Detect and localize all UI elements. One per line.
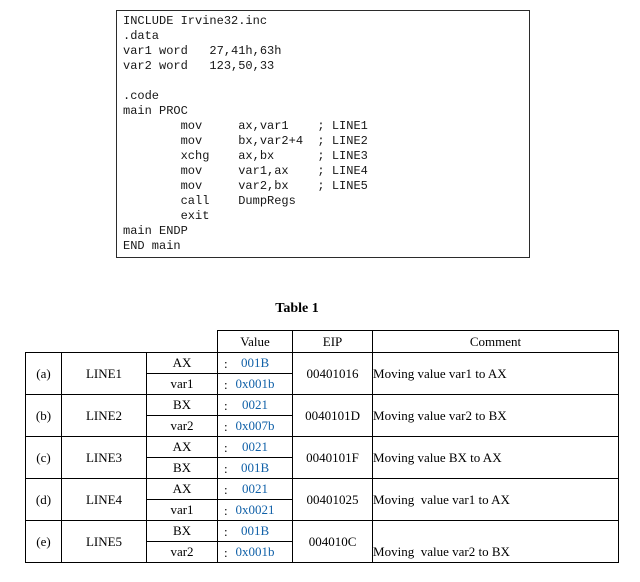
register-name: BX: [145, 457, 219, 479]
register-name: BX: [145, 520, 219, 542]
register-value-cell: : 0021: [217, 478, 294, 500]
colon-separator: :: [224, 461, 228, 476]
table-row: (d) LINE4 AX : 0021 00401025 Moving valu…: [25, 478, 620, 521]
row-letter: (a): [25, 352, 62, 395]
comment-cell: Moving value var2 to BX: [372, 520, 620, 563]
variable-value-cell: : 0x007b: [217, 415, 294, 437]
colon-separator: :: [224, 503, 228, 518]
colon-separator: :: [224, 377, 228, 392]
variable-value-cell: : 0x001b: [217, 373, 294, 395]
colon-separator: :: [224, 440, 228, 455]
table-subrow: BX : 001B: [26, 457, 619, 479]
table-subrow: var1 : 0x0021: [26, 499, 619, 521]
eip-value: 0040101F: [292, 436, 374, 479]
header-value: Value: [217, 330, 294, 353]
row-line-label: LINE2: [61, 394, 147, 437]
register-value-cell: : 0021: [217, 394, 294, 416]
register-value-cell: : 001B: [217, 457, 294, 479]
value-text: 0021: [242, 481, 269, 496]
table-row: (a) LINE1 AX : 001B 00401016 Moving valu…: [25, 352, 620, 395]
comment-cell: Moving value var1 to AX: [372, 352, 620, 395]
colon-separator: :: [224, 419, 228, 434]
register-name: BX: [145, 394, 219, 416]
value-text: 0x0021: [235, 502, 275, 517]
comment-cell: Moving value var1 to AX: [372, 478, 620, 521]
register-name: AX: [145, 352, 219, 374]
variable-name: var2: [145, 415, 219, 437]
value-text: 0x001b: [235, 544, 275, 559]
value-text: 0x001b: [235, 376, 275, 391]
variable-name: var2: [145, 541, 219, 563]
eip-value: 004010C: [292, 520, 374, 563]
row-line-label: LINE5: [61, 520, 147, 563]
row-line-label: LINE4: [61, 478, 147, 521]
colon-separator: :: [224, 545, 228, 560]
colon-separator: :: [224, 524, 228, 539]
row-letter: (c): [25, 436, 62, 479]
code-listing: INCLUDE Irvine32.inc .data var1 word 27,…: [116, 10, 530, 258]
register-value-cell: : 001B: [217, 352, 294, 374]
eip-value: 0040101D: [292, 394, 374, 437]
value-text: 0021: [242, 397, 269, 412]
colon-separator: :: [224, 482, 228, 497]
colon-separator: :: [224, 356, 228, 371]
results-table: Value EIP Comment (a) LINE1 AX : 001B 00…: [25, 330, 620, 563]
header-eip: EIP: [292, 330, 374, 353]
row-line-label: LINE3: [61, 436, 147, 479]
variable-value-cell: : 0x001b: [217, 541, 294, 563]
row-line-label: LINE1: [61, 352, 147, 395]
register-value-cell: : 0021: [217, 436, 294, 458]
value-text: 001B: [240, 355, 270, 370]
value-text: 001B: [240, 460, 270, 475]
eip-value: 00401025: [292, 478, 374, 521]
register-name: AX: [145, 478, 219, 500]
colon-separator: :: [224, 398, 228, 413]
table-row: (e) LINE5 BX : 001B 004010C Moving value…: [25, 520, 620, 563]
header-empty-cell: [26, 331, 218, 353]
header-comment: Comment: [372, 330, 620, 353]
table-row: (b) LINE2 BX : 0021 0040101D Moving valu…: [25, 394, 620, 437]
table-subrow: var2 : 0x001b: [26, 541, 619, 563]
table-subrow: var2 : 0x007b: [26, 415, 619, 437]
table-title: Table 1: [275, 301, 319, 316]
eip-value: 00401016: [292, 352, 374, 395]
variable-name: var1: [145, 373, 219, 395]
comment-cell: Moving value BX to AX: [372, 436, 620, 479]
variable-name: var1: [145, 499, 219, 521]
value-text: 0021: [242, 439, 269, 454]
value-text: 001B: [240, 523, 270, 538]
variable-value-cell: : 0x0021: [217, 499, 294, 521]
row-letter: (d): [25, 478, 62, 521]
value-text: 0x007b: [235, 418, 275, 433]
table-row: (c) LINE3 AX : 0021 0040101F Moving valu…: [25, 436, 620, 479]
register-name: AX: [145, 436, 219, 458]
comment-cell: Moving value var2 to BX: [372, 394, 620, 437]
row-letter: (e): [25, 520, 62, 563]
table-header-row: Value EIP Comment: [26, 330, 620, 353]
row-letter: (b): [25, 394, 62, 437]
register-value-cell: : 001B: [217, 520, 294, 542]
